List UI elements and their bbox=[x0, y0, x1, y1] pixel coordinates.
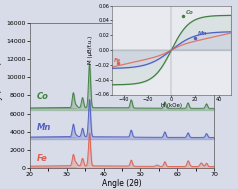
X-axis label: H (kOe): H (kOe) bbox=[161, 103, 182, 108]
Text: Co: Co bbox=[186, 10, 193, 15]
X-axis label: Angle (2θ): Angle (2θ) bbox=[102, 179, 142, 188]
Text: Fe: Fe bbox=[37, 154, 48, 163]
Text: Fe: Fe bbox=[114, 58, 121, 63]
Y-axis label: M (μB/f.u.): M (μB/f.u.) bbox=[88, 36, 93, 64]
Text: Mn: Mn bbox=[37, 123, 51, 132]
Text: Mn: Mn bbox=[198, 31, 207, 36]
Text: Co: Co bbox=[37, 92, 49, 101]
Y-axis label: Intensity (counts): Intensity (counts) bbox=[0, 62, 3, 129]
